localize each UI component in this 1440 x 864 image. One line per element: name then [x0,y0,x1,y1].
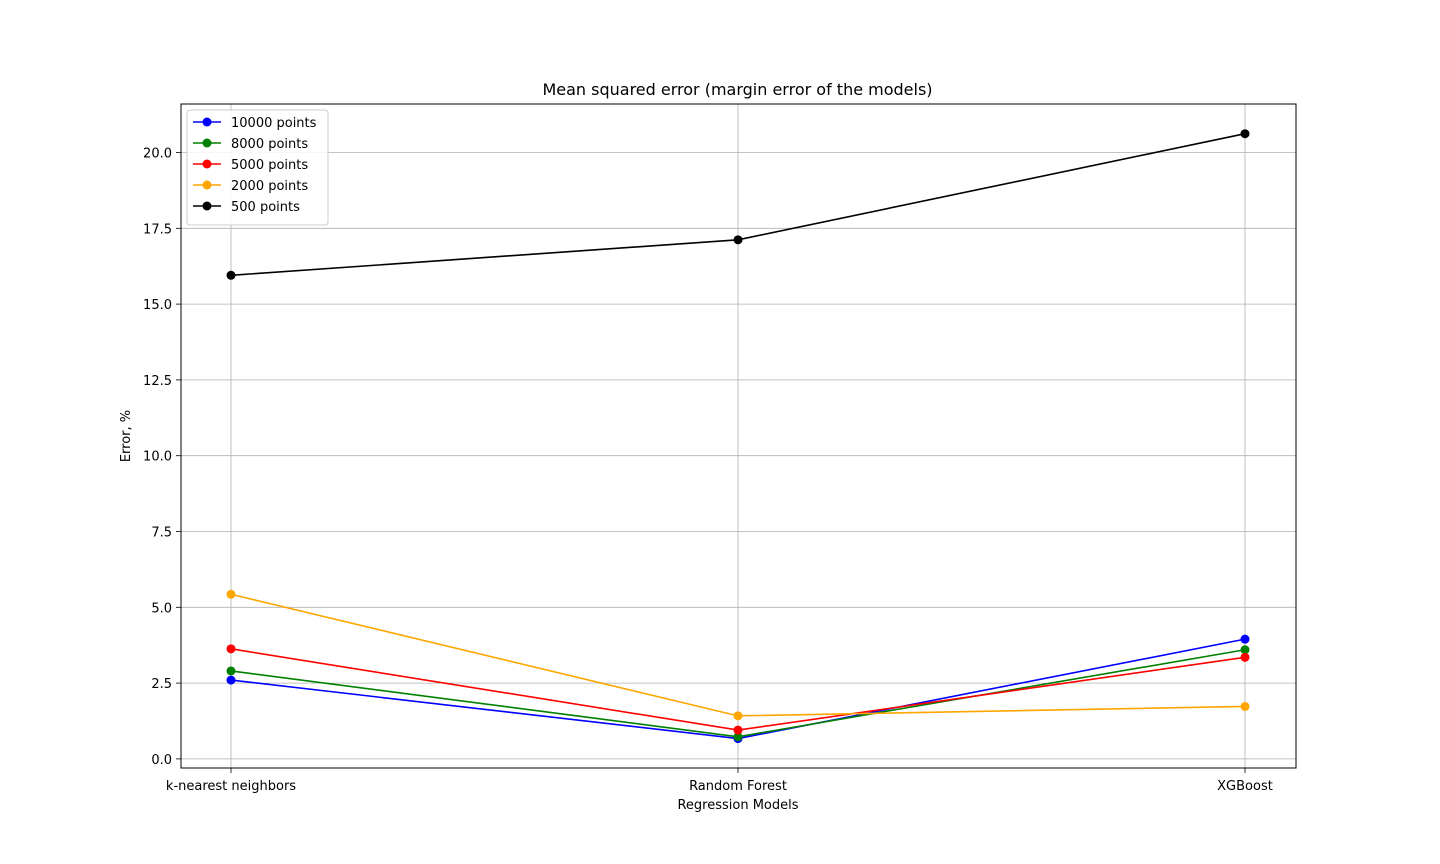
axis-ticks: k-nearest neighbors Random Forest XGBoost 0… [143,147,1273,794]
data-point [733,725,743,735]
legend-entry: 8000 points [231,137,308,152]
series-lines [226,129,1250,744]
data-point [1240,652,1250,662]
data-point [733,711,743,721]
legend-entry: 5000 points [231,158,308,173]
data-point [226,270,236,280]
y-tick-label: 12.5 [143,374,172,389]
y-tick-label: 15.0 [143,298,172,313]
y-tick-label: 7.5 [151,526,172,541]
y-tick-label: 0.0 [151,753,172,768]
data-point [733,235,743,245]
data-point [1240,645,1250,655]
y-tick-label: 10.0 [143,450,172,465]
y-tick-label: 20.0 [143,147,172,162]
chart-title: Mean squared error (margin error of the … [542,80,932,99]
legend-entry: 500 points [231,200,300,215]
data-point [226,644,236,654]
y-tick-label: 5.0 [151,601,172,616]
plot-area-frame [180,103,1297,769]
legend-swatch-marker [202,138,212,148]
data-point [226,589,236,599]
data-point [1240,634,1250,644]
data-point [733,732,743,742]
y-tick-label: 2.5 [151,677,172,692]
legend-swatch-marker [202,180,212,190]
data-point [226,666,236,676]
grid-lines [181,104,1296,768]
legend-box [186,109,329,226]
legend: 10000 points 8000 points 5000 points 2000 p… [186,109,329,226]
data-point [1240,129,1250,139]
legend-swatch-marker [202,159,212,169]
data-point [1240,701,1250,711]
legend-swatch-marker [202,117,212,127]
legend-swatch-marker [202,201,212,211]
legend-entry: 10000 points [231,116,317,131]
x-axis-label: Regression Models [677,798,798,813]
y-tick-label: 17.5 [143,222,172,237]
x-tick-label: k-nearest neighbors [166,779,296,794]
legend-entry: 2000 points [231,179,308,194]
x-tick-label: XGBoost [1217,779,1273,794]
data-point [226,675,236,685]
x-tick-label: Random Forest [689,779,787,794]
y-axis-label: Error, % [119,410,134,462]
